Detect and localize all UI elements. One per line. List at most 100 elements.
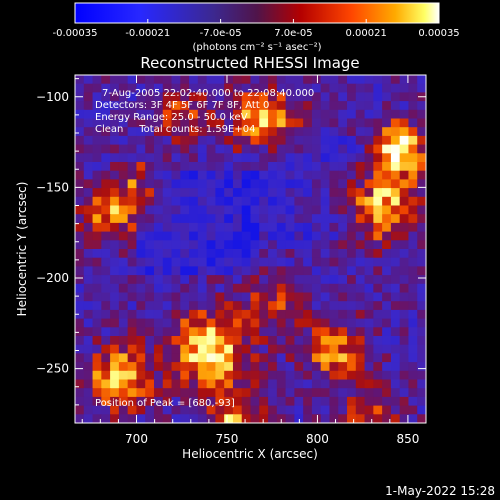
heatmap-cell (75, 83, 85, 93)
heatmap-cell (110, 170, 120, 180)
heatmap-cell (75, 283, 85, 294)
heatmap-cell (285, 414, 295, 423)
heatmap-cell (232, 388, 243, 398)
heatmap-cell (110, 370, 120, 381)
heatmap-cell (364, 327, 374, 337)
heatmap-cell (145, 396, 155, 407)
heatmap-cell (145, 222, 155, 233)
heatmap-cell (338, 188, 348, 198)
heatmap-cell (215, 135, 225, 146)
heatmap-cell (197, 205, 208, 215)
heatmap-cell (364, 353, 374, 363)
heatmap-cell (303, 249, 313, 259)
heatmap-cell (189, 301, 199, 311)
heatmap-cell (320, 362, 331, 372)
heatmap-cell (311, 214, 322, 224)
heatmap-cell (285, 179, 295, 189)
heatmap-cell (83, 370, 94, 381)
heatmap-cell (382, 396, 392, 407)
heatmap-cell (311, 144, 322, 154)
heatmap-cell (285, 336, 295, 346)
heatmap-cell (197, 118, 208, 128)
heatmap-cell (373, 170, 383, 180)
heatmap-cell (189, 318, 199, 328)
heatmap-cell (320, 353, 331, 363)
heatmap-cell (118, 135, 129, 146)
heatmap-cell (338, 92, 348, 102)
heatmap-cell (153, 162, 164, 172)
heatmap-cell (241, 362, 252, 372)
heatmap-cell (75, 292, 85, 302)
heatmap-cell (162, 362, 173, 372)
heatmap-cell (224, 327, 234, 337)
heatmap-cell (153, 109, 164, 120)
heatmap-cell (276, 370, 287, 381)
heatmap-cell (259, 336, 269, 346)
heatmap-cell (215, 388, 225, 398)
heatmap-cell (189, 266, 199, 276)
heatmap-cell (347, 127, 357, 137)
heatmap-cell (294, 301, 304, 311)
heatmap-cell (145, 205, 155, 215)
heatmap-cell (382, 127, 392, 137)
heatmap-cell (311, 396, 322, 407)
heatmap-cell (171, 396, 181, 407)
heatmap-cell (294, 309, 304, 320)
heatmap-cell (206, 396, 217, 407)
heatmap-cell (268, 379, 278, 389)
heatmap-cell (145, 214, 155, 224)
heatmap-cell (268, 205, 278, 215)
heatmap-cell (75, 249, 85, 259)
heatmap-cell (364, 83, 374, 93)
heatmap-cell (311, 257, 322, 267)
heatmap-cell (101, 179, 111, 189)
heatmap-cell (259, 135, 269, 146)
heatmap-cell (250, 266, 260, 276)
heatmap-cell (92, 266, 102, 276)
heatmap-cell (347, 379, 357, 389)
heatmap-cell (320, 153, 331, 163)
heatmap-cell (355, 318, 366, 328)
heatmap-cell (390, 144, 401, 154)
heatmap-cell (250, 101, 260, 111)
heatmap-cell (241, 153, 252, 163)
heatmap-cell (320, 266, 331, 276)
heatmap-cell (373, 92, 383, 102)
heatmap-cell (189, 179, 199, 189)
heatmap-cell (110, 379, 120, 389)
heatmap-cell (180, 283, 190, 294)
heatmap-cell (303, 318, 313, 328)
heatmap-cell (215, 188, 225, 198)
heatmap-cell (75, 188, 85, 198)
heatmap-cell (329, 336, 339, 346)
heatmap-cell (417, 231, 426, 241)
heatmap-cell (75, 257, 85, 267)
heatmap-cell (206, 231, 217, 241)
heatmap-cell (127, 101, 138, 111)
heatmap-cell (382, 92, 392, 102)
heatmap-cell (250, 292, 260, 302)
heatmap-cell (145, 101, 155, 111)
heatmap-cell (338, 101, 348, 111)
heatmap-cell (390, 275, 401, 285)
heatmap-cell (276, 153, 287, 163)
heatmap-cell (145, 127, 155, 137)
heatmap-cell (171, 379, 181, 389)
heatmap-cell (232, 362, 243, 372)
heatmap-cell (329, 109, 339, 120)
heatmap-cell (145, 196, 155, 207)
heatmap-cell (259, 396, 269, 407)
heatmap-cell (294, 275, 304, 285)
heatmap-cell (320, 205, 331, 215)
heatmap-cell (153, 362, 164, 372)
heatmap-cell (259, 83, 269, 93)
heatmap-cell (294, 231, 304, 241)
heatmap-cell (232, 292, 243, 302)
heatmap-cell (408, 214, 418, 224)
heatmap-cell (294, 405, 304, 415)
heatmap-cell (311, 118, 322, 128)
heatmap-cell (145, 257, 155, 267)
heatmap-cell (417, 336, 426, 346)
heatmap-cell (136, 135, 146, 146)
heatmap-cell (268, 109, 278, 120)
